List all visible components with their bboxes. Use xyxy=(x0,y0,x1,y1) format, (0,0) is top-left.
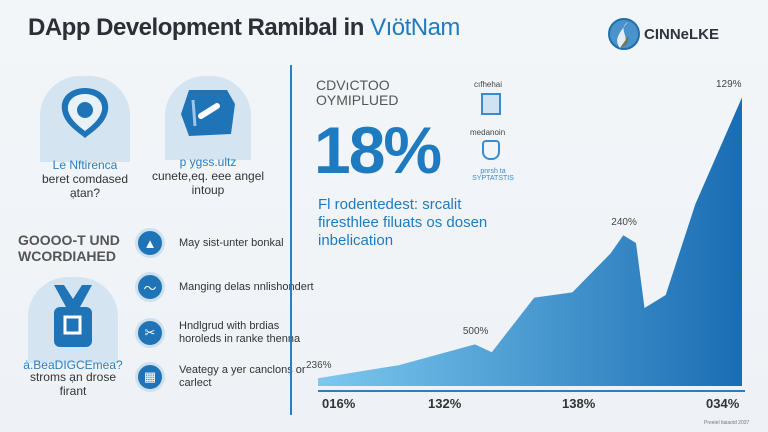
card-2 xyxy=(165,76,251,160)
wrench-badge-icon xyxy=(181,90,235,136)
card-2-title: p ygss.ultz xyxy=(179,155,237,169)
big-card-caption: stroms ạn drose firant xyxy=(29,370,117,398)
chip-icon xyxy=(481,93,501,115)
card-1 xyxy=(40,76,130,162)
building-icon: ▦ xyxy=(135,362,165,392)
data-label: 240% xyxy=(611,217,637,229)
stat-value: 18% xyxy=(314,113,442,187)
stat-kicker: CDVıCTOO OYMIPLUED xyxy=(316,77,399,108)
card-2-caption: cunete,eq. eee angel intoup xyxy=(151,169,265,197)
footnote: Preeiel tiaiaoid 2037 xyxy=(704,420,750,426)
side-label: cıfhehai xyxy=(474,80,503,89)
x-tick-label: 016% xyxy=(322,396,356,411)
card-1-title: Le Nftirenca xyxy=(52,158,118,172)
side-sublabel: pnrsh ta SYPTATSTIS xyxy=(472,168,514,182)
data-label: 129% xyxy=(716,79,742,91)
big-card xyxy=(28,277,118,363)
tools-icon: ✂ xyxy=(135,318,165,348)
list-item: 〜 Manging delas nnlishondert xyxy=(135,272,319,302)
list-item: ✂ Hndlgrud with brdias horoleds in ranke … xyxy=(135,318,319,348)
list-item: ▦ Veategy a yer canclons or carlect xyxy=(135,362,319,392)
x-tick-label: 138% xyxy=(562,396,596,411)
page-title: DApp Development Ramibal in VıötNam xyxy=(28,14,460,41)
section-heading: GOOOO-T UND WCORDIAHED xyxy=(18,232,120,264)
x-tick-label: 034% xyxy=(706,396,740,411)
trend-icon: 〜 xyxy=(135,272,165,302)
card-1-caption: beret comdased ạtan? xyxy=(41,172,129,200)
stat-description: Fl rodentedest: srcalit firesthlee filua… xyxy=(318,196,488,249)
pyramid-icon: ▲ xyxy=(135,228,165,258)
area-series xyxy=(318,97,742,387)
side-label: medanoin xyxy=(470,128,506,137)
data-label: 500% xyxy=(462,326,489,338)
shield-icon xyxy=(61,88,109,138)
big-card-title: ȧ.BeaDIGCEmea? xyxy=(23,358,123,372)
brand-logo: CINNeLKE xyxy=(608,16,719,52)
data-label: 236% xyxy=(306,360,332,372)
bank-icon xyxy=(482,140,500,160)
divider xyxy=(290,65,292,415)
medal-icon xyxy=(54,285,92,347)
logo-icon xyxy=(608,18,640,50)
x-tick-label: 132% xyxy=(428,396,462,411)
list-item: ▲ May sist-unter bonkal xyxy=(135,228,319,258)
